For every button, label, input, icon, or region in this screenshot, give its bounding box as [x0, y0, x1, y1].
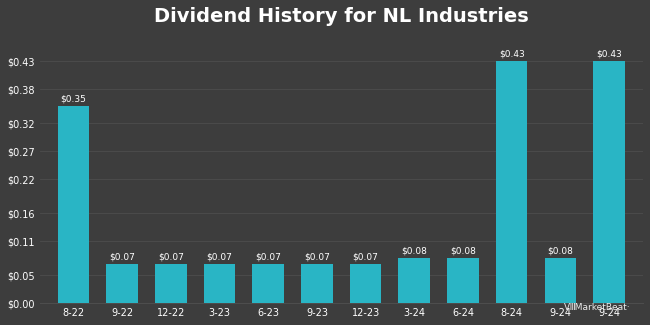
Bar [447, 258, 479, 303]
Bar [252, 264, 284, 303]
Text: $0.07: $0.07 [304, 253, 330, 262]
Text: $0.35: $0.35 [60, 95, 86, 104]
Bar [107, 264, 138, 303]
Bar [301, 264, 333, 303]
Text: $0.07: $0.07 [255, 253, 281, 262]
Text: $0.07: $0.07 [207, 253, 233, 262]
Bar [398, 258, 430, 303]
Bar [545, 258, 576, 303]
Text: $0.08: $0.08 [401, 247, 427, 256]
Title: Dividend History for NL Industries: Dividend History for NL Industries [154, 7, 528, 26]
Bar [204, 264, 235, 303]
Text: $0.07: $0.07 [158, 253, 184, 262]
Bar [155, 264, 187, 303]
Text: ⅧMarketBeat·: ⅧMarketBeat· [564, 303, 630, 312]
Bar [496, 61, 527, 303]
Text: $0.08: $0.08 [547, 247, 573, 256]
Text: $0.43: $0.43 [596, 50, 622, 59]
Bar [593, 61, 625, 303]
Bar [350, 264, 382, 303]
Bar [58, 106, 90, 303]
Text: $0.07: $0.07 [109, 253, 135, 262]
Text: $0.08: $0.08 [450, 247, 476, 256]
Text: $0.43: $0.43 [499, 50, 525, 59]
Text: $0.07: $0.07 [353, 253, 378, 262]
